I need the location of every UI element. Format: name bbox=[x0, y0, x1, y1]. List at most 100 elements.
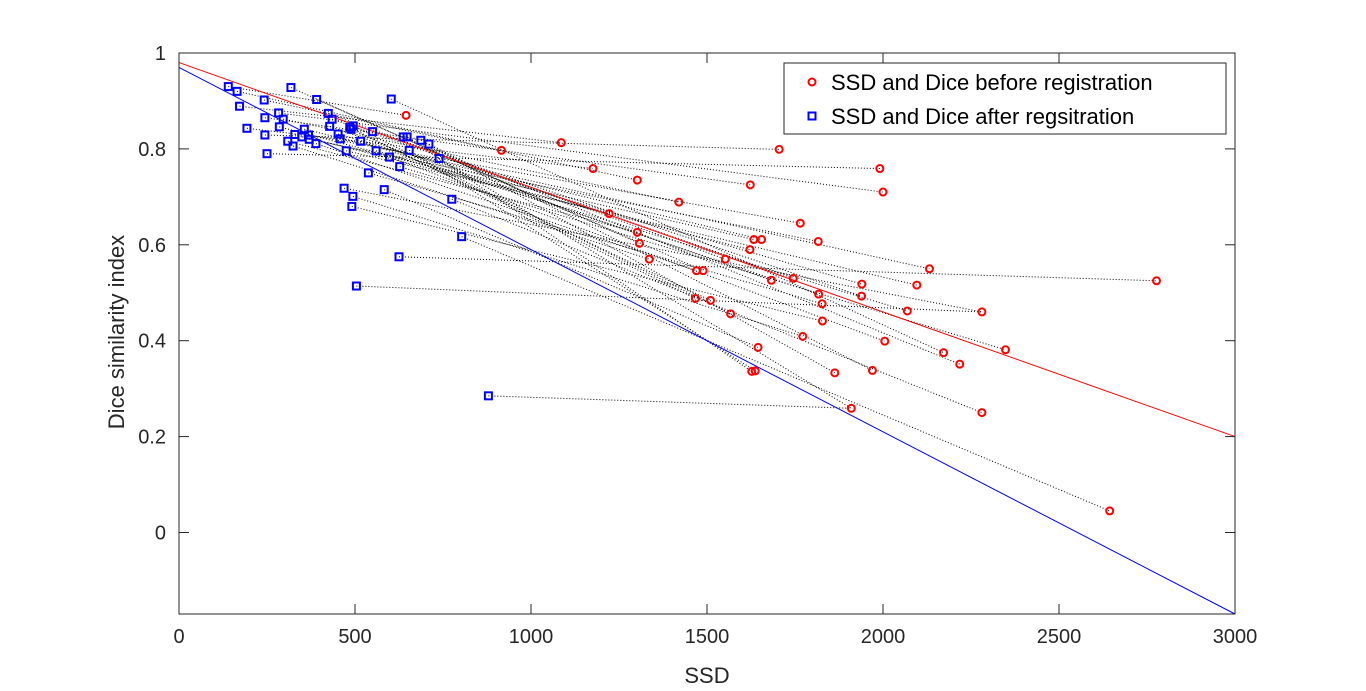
point-after-12 bbox=[286, 83, 296, 93]
point-before-23 bbox=[788, 273, 798, 283]
point-after-7 bbox=[262, 149, 272, 159]
point-after-26 bbox=[341, 146, 351, 156]
connector-line-30 bbox=[360, 140, 819, 295]
x-axis-title: SSD bbox=[684, 663, 729, 688]
point-after-8 bbox=[274, 108, 284, 118]
point-after-42 bbox=[402, 132, 412, 142]
series-after-registration bbox=[223, 82, 493, 401]
point-before-37 bbox=[798, 331, 808, 341]
point-before-24 bbox=[857, 279, 867, 289]
point-before-27 bbox=[912, 280, 922, 290]
point-after-2 bbox=[235, 101, 245, 111]
point-after-25 bbox=[335, 134, 345, 144]
connector-line-12 bbox=[290, 87, 640, 244]
point-after-11 bbox=[283, 136, 293, 146]
point-before-4 bbox=[632, 175, 642, 185]
fit-line-after bbox=[178, 66, 1236, 615]
point-before-30 bbox=[726, 309, 736, 319]
connector-line-43 bbox=[408, 149, 756, 372]
connector-line-39 bbox=[391, 98, 944, 354]
point-before-48 bbox=[977, 408, 987, 418]
legend-marker-after bbox=[807, 111, 817, 121]
point-before-46 bbox=[867, 365, 877, 375]
point-before-39 bbox=[880, 336, 890, 346]
y-axis-title: Dice similarity index bbox=[104, 235, 129, 429]
point-after-51 bbox=[483, 391, 493, 401]
connector-line-15 bbox=[301, 136, 754, 241]
connector-line-18 bbox=[309, 138, 819, 242]
connector-line-8 bbox=[278, 112, 884, 193]
point-after-0 bbox=[223, 82, 233, 92]
point-after-20 bbox=[312, 95, 322, 105]
connector-line-11 bbox=[287, 140, 638, 233]
point-before-25 bbox=[924, 264, 934, 274]
connector-line-33 bbox=[375, 150, 908, 312]
x-tick-label-5: 2500 bbox=[1037, 626, 1082, 648]
point-after-24 bbox=[333, 129, 343, 139]
point-before-33 bbox=[857, 291, 867, 301]
point-before-40 bbox=[939, 348, 949, 358]
point-before-13 bbox=[644, 254, 654, 264]
x-tick-label-6: 3000 bbox=[1213, 626, 1258, 648]
dotted-connector-lines bbox=[228, 86, 1157, 512]
connector-line-41 bbox=[403, 136, 960, 365]
point-before-17 bbox=[795, 218, 805, 228]
point-before-14 bbox=[745, 245, 755, 255]
point-after-6 bbox=[260, 130, 270, 140]
connector-line-34 bbox=[343, 187, 983, 313]
point-before-41 bbox=[1000, 345, 1010, 355]
connector-line-50 bbox=[356, 285, 982, 313]
point-after-34 bbox=[339, 183, 349, 193]
point-before-18 bbox=[813, 236, 823, 246]
connector-line-17 bbox=[308, 134, 801, 224]
point-before-31 bbox=[814, 289, 824, 299]
legend: SSD and Dice before registration SSD and… bbox=[783, 62, 1227, 135]
point-before-3 bbox=[588, 164, 598, 174]
connector-line-7 bbox=[266, 153, 880, 170]
point-after-4 bbox=[259, 95, 269, 105]
point-after-29 bbox=[348, 121, 358, 131]
connector-line-27 bbox=[349, 126, 696, 299]
point-after-10 bbox=[278, 114, 288, 124]
point-after-39 bbox=[386, 94, 396, 104]
connector-line-48 bbox=[461, 236, 1110, 512]
connector-line-1 bbox=[236, 90, 502, 151]
point-before-1 bbox=[496, 145, 506, 155]
y-axis-ticks: 0 0.2 0.4 0.6 0.8 1 bbox=[138, 43, 1235, 544]
point-before-29 bbox=[706, 295, 716, 305]
y-tick-label-4: 0.8 bbox=[138, 139, 166, 161]
connector-line-4 bbox=[264, 99, 638, 181]
point-before-8 bbox=[878, 187, 888, 197]
connector-line-5 bbox=[264, 117, 751, 186]
point-before-20 bbox=[698, 266, 708, 276]
y-tick-label-1: 0.2 bbox=[138, 427, 166, 449]
point-after-32 bbox=[368, 127, 378, 137]
connector-line-51 bbox=[488, 395, 852, 409]
connector-line-49 bbox=[398, 256, 1157, 282]
legend-marker-before bbox=[807, 77, 817, 87]
connector-line-47 bbox=[451, 198, 983, 414]
point-before-26 bbox=[1152, 276, 1162, 286]
point-before-5 bbox=[745, 180, 755, 190]
connector-line-10 bbox=[283, 118, 679, 203]
point-after-30 bbox=[356, 136, 366, 146]
point-before-28 bbox=[690, 293, 700, 303]
point-after-3 bbox=[242, 123, 252, 133]
point-before-6 bbox=[774, 144, 784, 154]
point-after-47 bbox=[447, 194, 457, 204]
point-before-22 bbox=[766, 275, 776, 285]
connector-line-0 bbox=[228, 86, 407, 116]
point-before-32 bbox=[817, 299, 827, 309]
point-before-43 bbox=[747, 366, 757, 376]
point-before-42 bbox=[955, 359, 965, 369]
connector-line-44 bbox=[420, 139, 836, 374]
point-after-23 bbox=[327, 114, 337, 124]
legend-label-before: SSD and Dice before registration bbox=[831, 70, 1153, 95]
point-before-0 bbox=[401, 110, 411, 120]
point-after-36 bbox=[348, 191, 358, 201]
x-tick-label-0: 0 bbox=[173, 626, 184, 648]
connector-line-37 bbox=[384, 189, 759, 348]
connector-line-38 bbox=[389, 156, 885, 342]
point-before-12 bbox=[634, 238, 644, 248]
